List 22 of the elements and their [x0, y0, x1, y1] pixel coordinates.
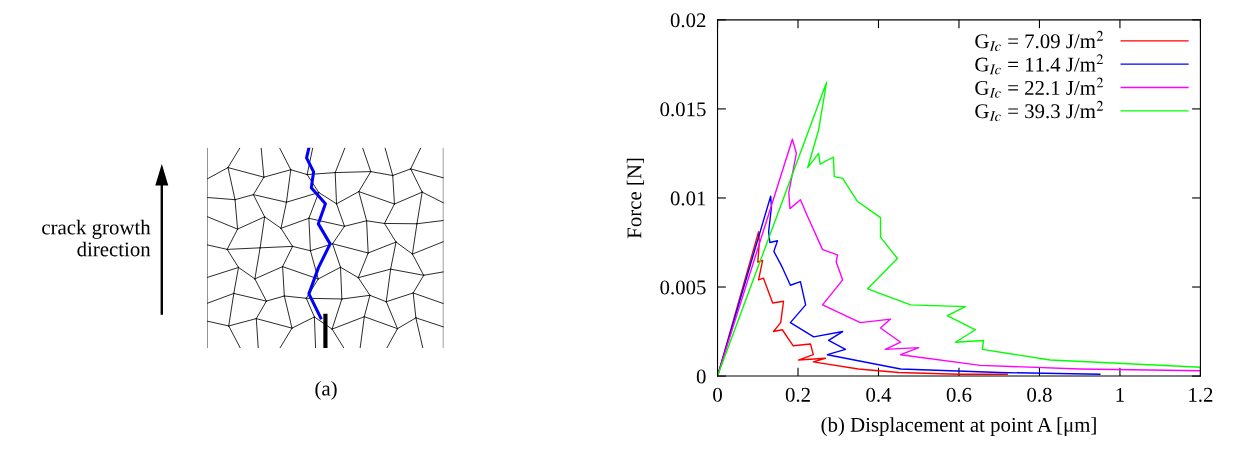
y-tick-label: 0.01: [670, 191, 706, 206]
x-tick-label: 0.2: [785, 387, 810, 402]
x-tick-label: 1: [1116, 387, 1124, 402]
x-tick-label: 0: [713, 387, 722, 402]
x-axis-title: (b) Displacement at point A [μm]: [821, 417, 1096, 437]
text: crack growth direction: [42, 219, 151, 257]
y-axis-title: Force [N]: [626, 158, 645, 239]
legend-label: G$_{Ic}$ = 22.1 J/m$^{2}$: [975, 77, 1104, 98]
x-tick-label: 0.4: [866, 387, 892, 402]
x-tick-label: 0.6: [946, 387, 972, 402]
legend-label: G$_{Ic}$ = 7.09 J/m$^{2}$: [975, 30, 1104, 51]
y-tick-label: 0.015: [660, 102, 706, 117]
x-tick-label: 1.2: [1189, 387, 1213, 402]
y-tick-label: 0.005: [660, 280, 706, 295]
line-series: [717, 231, 1008, 377]
legend-label: G$_{Ic}$ = 11.4 J/m$^{2}$: [975, 54, 1104, 75]
line-series: [717, 195, 1101, 377]
x-tick-label: 0.8: [1027, 387, 1052, 402]
legend-label: G$_{Ic}$ = 39.3 J/m$^{2}$: [975, 100, 1104, 121]
text: (a): [315, 380, 337, 400]
y-tick-label: 0.02: [670, 13, 706, 28]
y-tick-label: 0: [696, 369, 706, 384]
